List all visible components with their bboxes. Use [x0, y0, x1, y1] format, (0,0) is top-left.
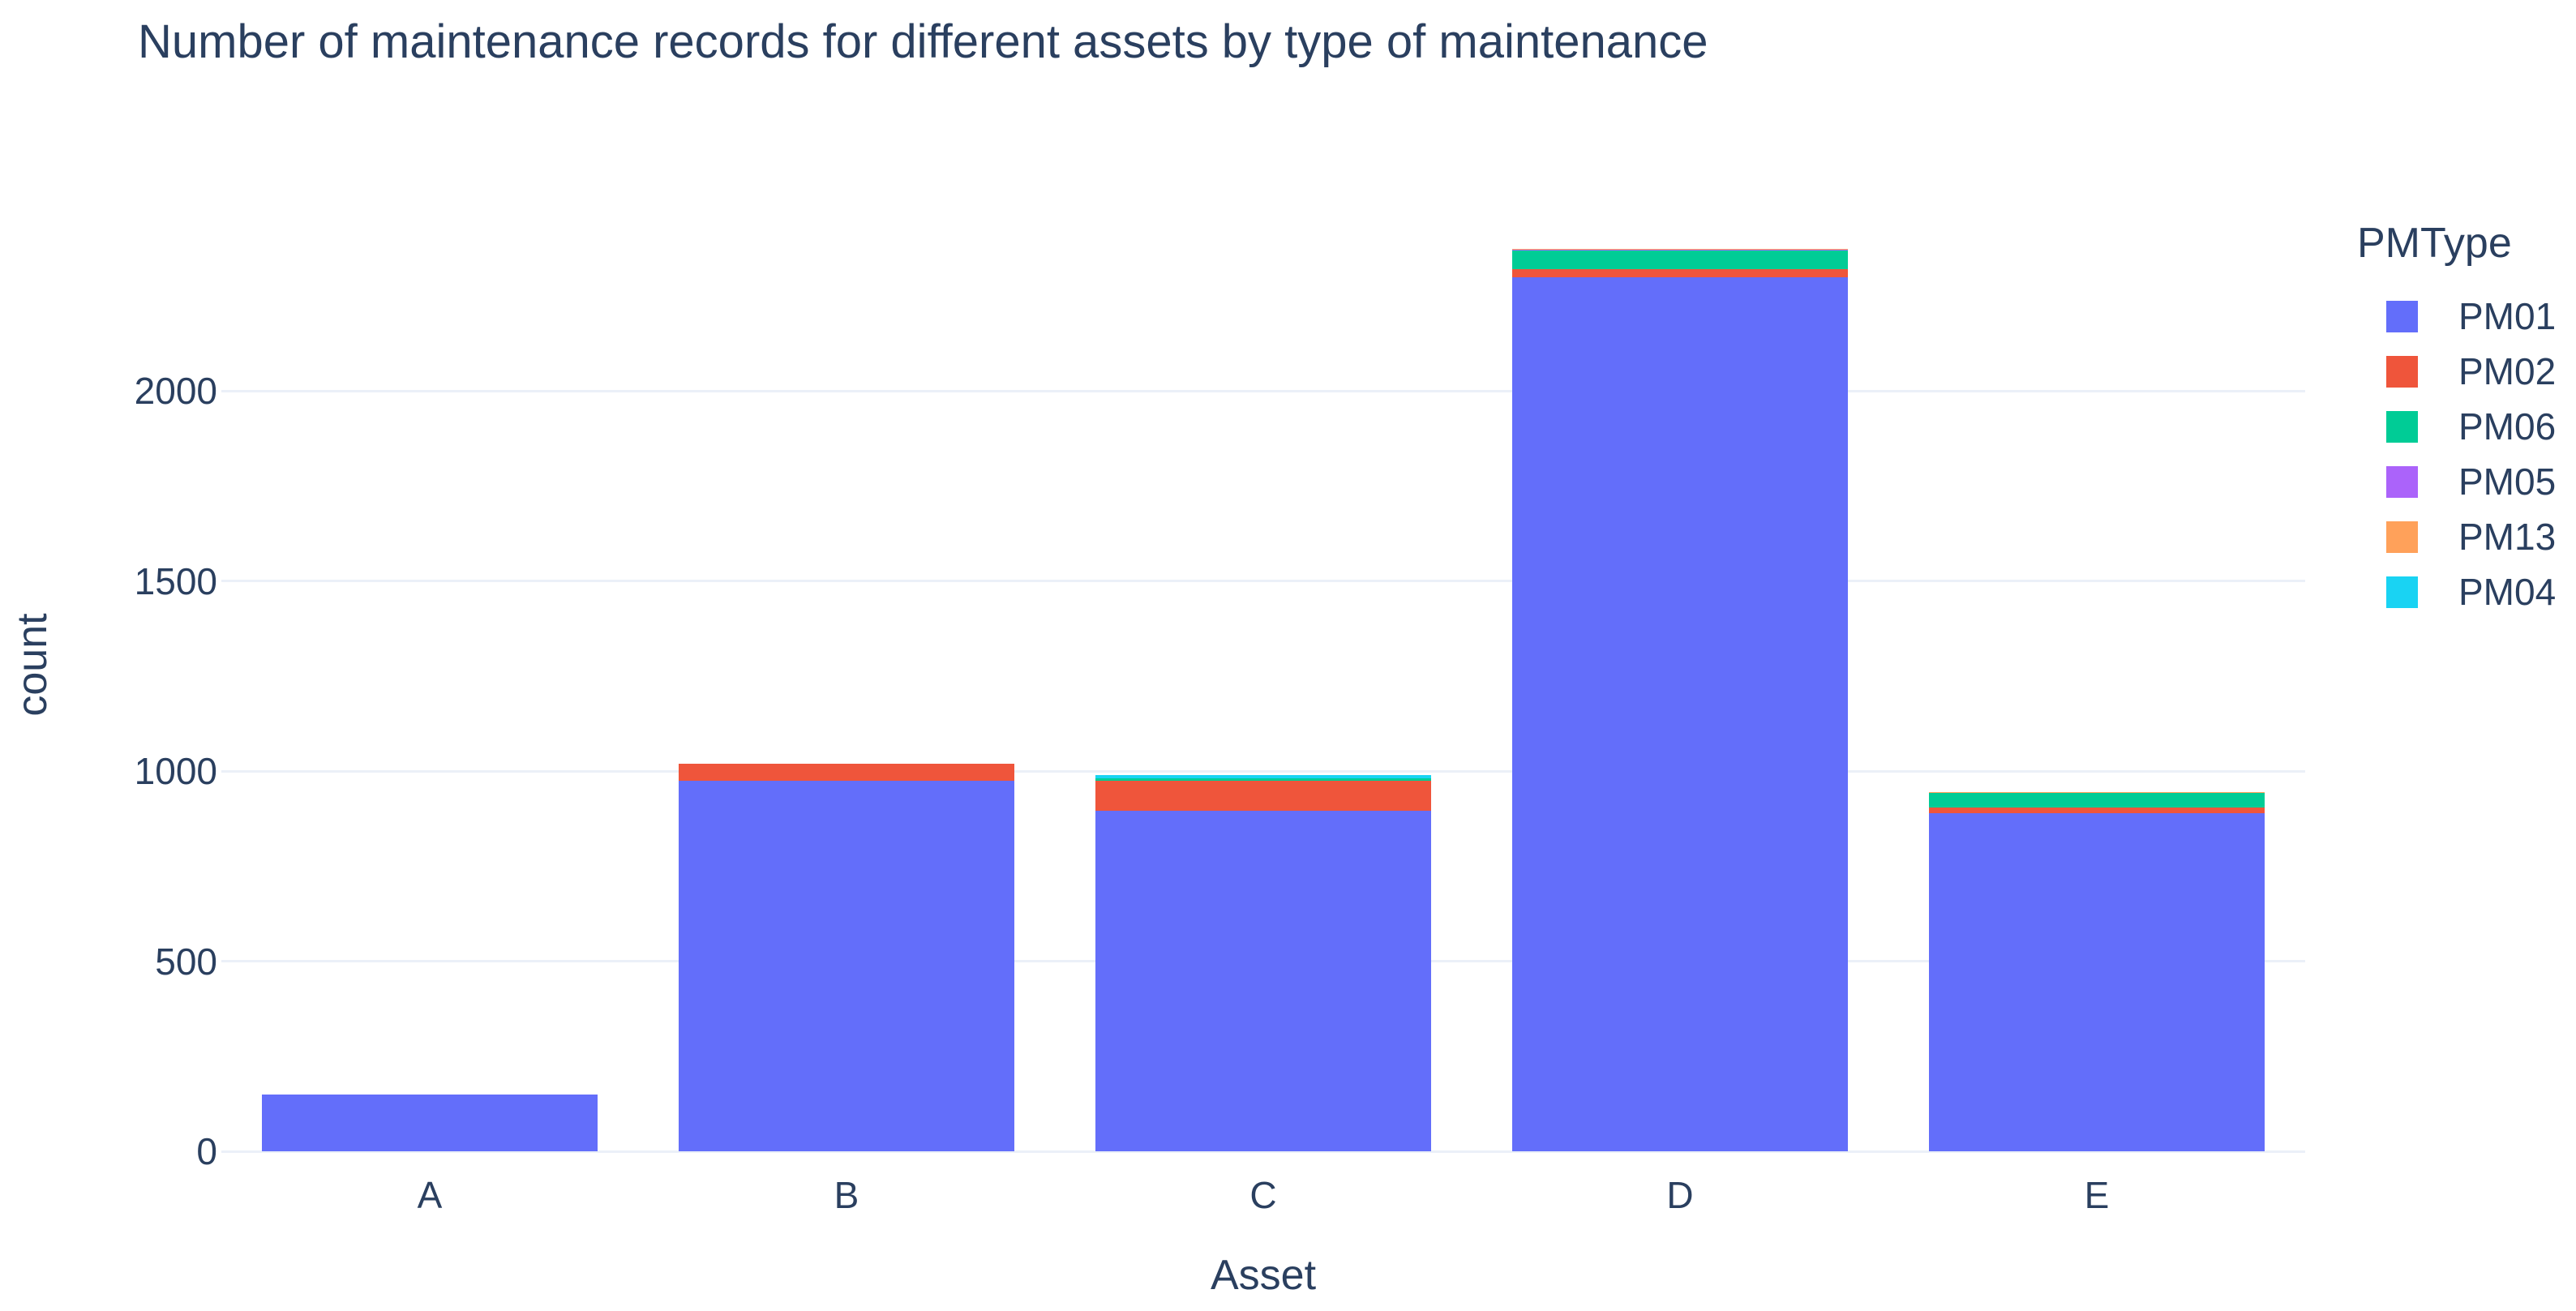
- y-axis-title: count: [9, 613, 56, 717]
- gridline-y-0: [221, 1150, 2305, 1153]
- bar-D-PM01: [1512, 276, 1848, 1151]
- legend-swatch-PM06: [2386, 410, 2418, 443]
- legend-item-PM04[interactable]: PM04: [2347, 564, 2576, 619]
- bar-C-PM04: [1095, 775, 1431, 779]
- x-tick-label-C: C: [1249, 1174, 1277, 1216]
- x-tick-label-B: B: [834, 1174, 859, 1216]
- legend-title: PMType: [2357, 220, 2512, 267]
- x-tick-label-A: A: [417, 1174, 443, 1216]
- legend: PMType PM01 PM02 PM06 PM05 PM13 PM04: [2347, 219, 2576, 619]
- legend-label-PM05: PM05: [2458, 461, 2557, 503]
- bar-D-PM05: [1512, 249, 1848, 251]
- legend-swatch-PM01: [2386, 300, 2418, 332]
- legend-label-PM04: PM04: [2458, 571, 2557, 613]
- legend-item-PM01[interactable]: PM01: [2347, 289, 2576, 344]
- legend-swatch-PM04: [2386, 576, 2418, 608]
- bar-E-PM02: [1929, 807, 2265, 813]
- legend-label-PM02: PM02: [2458, 350, 2557, 392]
- x-axis-title: Asset: [1210, 1252, 1317, 1299]
- x-tick-label-D: D: [1666, 1174, 1694, 1216]
- gridline-y-1000: [221, 769, 2305, 773]
- x-tick-label-E: E: [2084, 1174, 2110, 1216]
- bar-B-PM02: [679, 763, 1014, 781]
- legend-label-PM01: PM01: [2458, 295, 2557, 337]
- bar-D-PM06: [1512, 250, 1848, 270]
- bar-C-PM02: [1095, 781, 1431, 812]
- bar-D-PM02: [1512, 269, 1848, 277]
- legend-label-PM06: PM06: [2458, 405, 2557, 448]
- gridline-y-2000: [221, 389, 2305, 392]
- bar-C-PM06: [1095, 778, 1431, 782]
- bar-D-PM13: [1512, 248, 1848, 250]
- legend-swatch-PM02: [2386, 355, 2418, 388]
- y-tick-label-500: 500: [155, 940, 217, 983]
- y-tick-label-1500: 1500: [134, 559, 217, 602]
- legend-item-PM13[interactable]: PM13: [2347, 509, 2576, 564]
- bar-E-PM06: [1929, 792, 2265, 808]
- y-tick-label-2000: 2000: [134, 370, 217, 413]
- legend-item-PM06[interactable]: PM06: [2347, 399, 2576, 454]
- bar-C-PM01: [1095, 811, 1431, 1151]
- y-tick-label-1000: 1000: [134, 750, 217, 793]
- legend-item-PM02[interactable]: PM02: [2347, 344, 2576, 399]
- y-tick-label-0: 0: [196, 1130, 217, 1172]
- bar-E-PM01: [1929, 812, 2265, 1151]
- legend-swatch-PM05: [2386, 465, 2418, 498]
- legend-item-PM05[interactable]: PM05: [2347, 454, 2576, 509]
- legend-items: PM01 PM02 PM06 PM05 PM13 PM04: [2347, 289, 2576, 619]
- legend-swatch-PM13: [2386, 521, 2418, 553]
- legend-label-PM13: PM13: [2458, 516, 2557, 558]
- bar-B-PM01: [679, 780, 1014, 1151]
- bar-A-PM01: [262, 1094, 598, 1151]
- chart-title: Number of maintenance records for differ…: [138, 15, 1708, 68]
- gridline-y-1500: [221, 580, 2305, 583]
